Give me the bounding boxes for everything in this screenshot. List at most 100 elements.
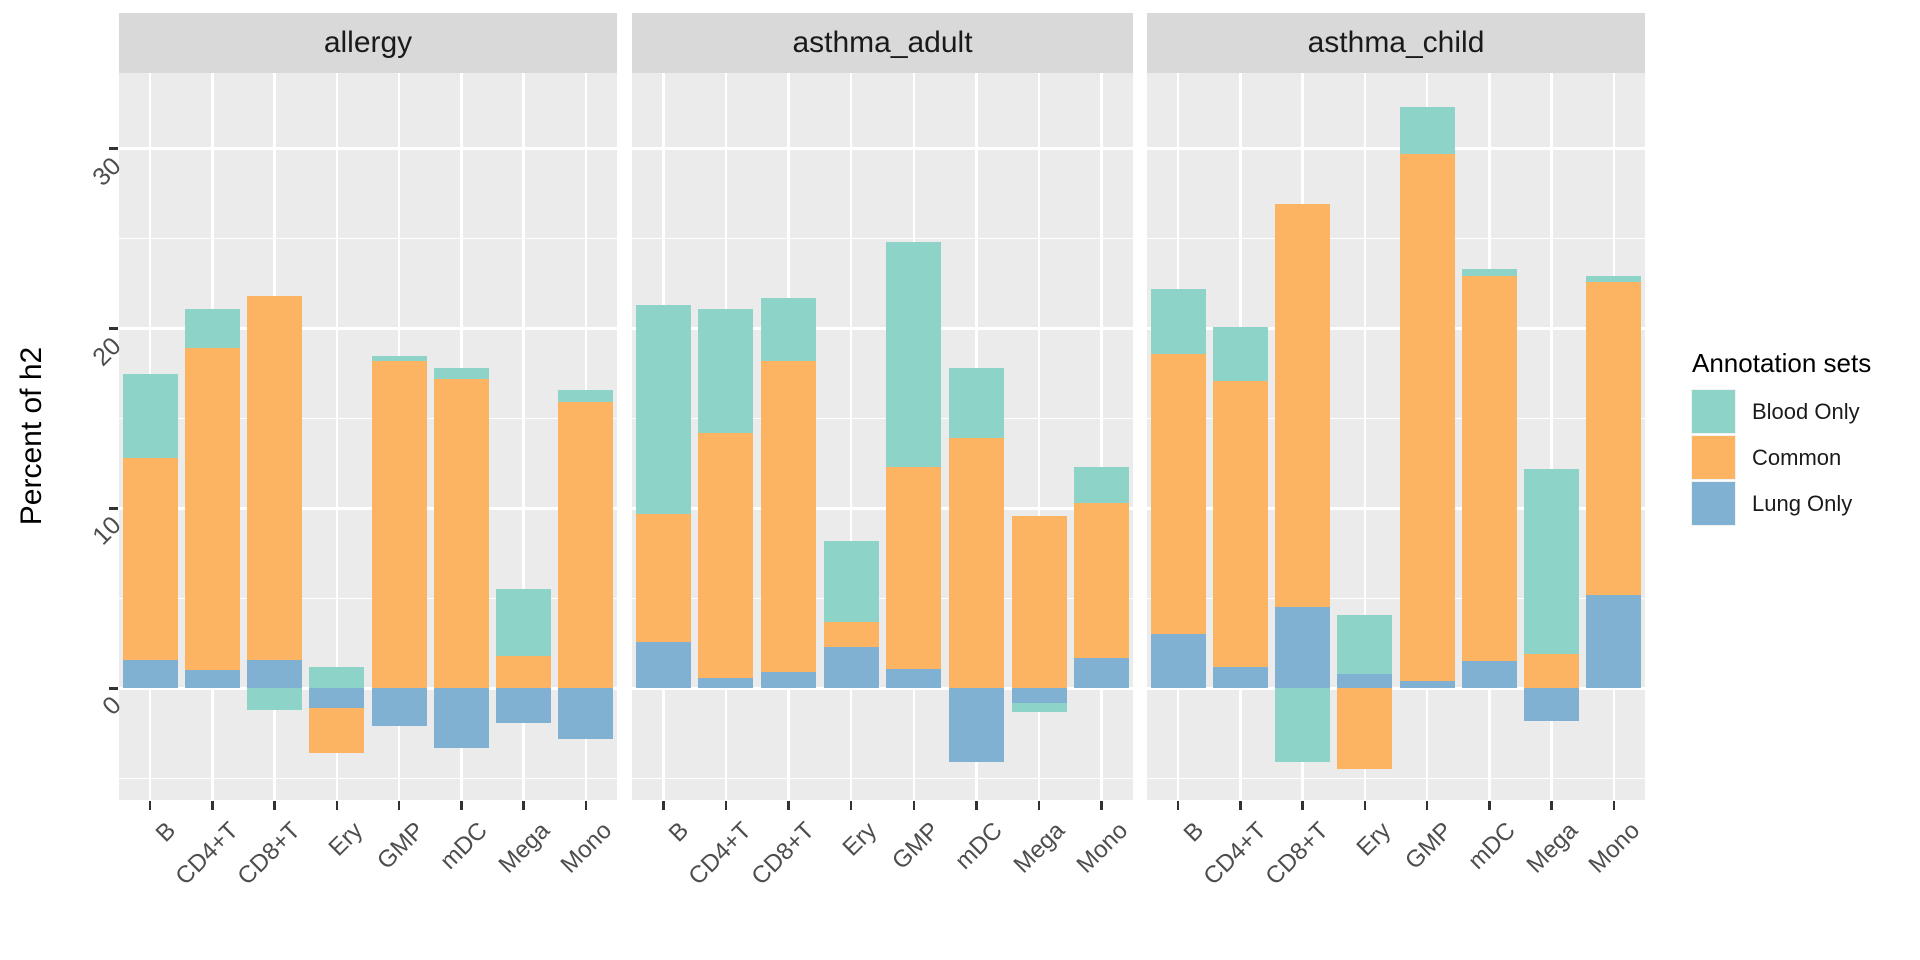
bar-allergy-Mega-lung-only <box>496 688 552 723</box>
bar-asthma_child-CD4+T-common <box>1212 380 1268 667</box>
gridline-minor <box>1147 417 1645 420</box>
gridline-vertical <box>849 73 853 800</box>
x-tick-label-Ery: Ery <box>323 817 368 862</box>
x-tick-label-Mega: Mega <box>1521 817 1583 879</box>
x-tick-label-CD4+T: CD4+T <box>1198 817 1272 891</box>
gridline-minor <box>1147 597 1645 600</box>
bar-allergy-Ery-blood-only <box>309 666 365 689</box>
bar-asthma_child-mDC-blood-only <box>1461 269 1517 277</box>
x-axis-tick <box>273 801 276 810</box>
x-tick-label-GMP: GMP <box>1400 817 1459 875</box>
bar-asthma_adult-CD4+T-blood-only <box>698 308 754 433</box>
legend-title: Annotation sets <box>1692 348 1872 378</box>
y-axis-tick <box>109 687 118 690</box>
bar-asthma_adult-Mega-blood-only <box>1011 702 1067 712</box>
legend-label-blood-only: Blood Only <box>1752 399 1860 424</box>
x-axis-tick <box>1612 801 1616 810</box>
facet-panel-allergy <box>119 73 617 800</box>
bar-allergy-CD8+T-lung-only <box>247 659 303 689</box>
gridline-vertical <box>1363 73 1367 800</box>
x-tick-label-CD8+T: CD8+T <box>232 817 306 891</box>
gridline-minor <box>632 597 1133 600</box>
gridline-vertical <box>1550 73 1553 800</box>
bar-asthma_child-GMP-blood-only <box>1399 107 1455 154</box>
bar-asthma_child-B-lung-only <box>1150 634 1206 689</box>
x-axis-tick <box>662 801 665 810</box>
x-axis-tick <box>211 801 214 810</box>
bar-asthma_child-Mega-blood-only <box>1524 468 1580 655</box>
gridline-minor <box>119 597 617 600</box>
x-axis-tick <box>849 801 853 810</box>
legend-swatch-blood-only <box>1691 389 1736 434</box>
gridline-major <box>632 147 1133 150</box>
x-tick-label-GMP: GMP <box>887 817 945 875</box>
gridline-minor <box>632 777 1133 780</box>
gridline-vertical <box>335 73 339 800</box>
x-axis-tick <box>522 801 525 810</box>
x-tick-label-CD8+T: CD8+T <box>746 817 820 891</box>
bar-asthma_adult-Mono-lung-only <box>1074 657 1130 689</box>
legend-label-lung-only: Lung Only <box>1752 491 1853 516</box>
bar-allergy-mDC-common <box>433 378 489 689</box>
x-axis-tick <box>1488 801 1491 810</box>
x-axis-tick <box>1037 801 1041 810</box>
gridline-minor <box>632 237 1133 240</box>
x-tick-label-Ery: Ery <box>1351 817 1396 862</box>
x-axis-tick <box>1363 801 1367 810</box>
bar-asthma_adult-CD4+T-lung-only <box>698 677 754 689</box>
x-tick-label-B: B <box>1178 817 1210 848</box>
bar-allergy-GMP-common <box>371 360 427 689</box>
gridline-minor <box>119 417 617 420</box>
gridline-vertical <box>1100 73 1103 800</box>
bar-asthma_adult-CD8+T-lung-only <box>761 672 817 689</box>
bar-allergy-Ery-lung-only <box>309 688 365 709</box>
gridline-minor <box>1147 777 1645 780</box>
facet-strip-asthma_child: asthma_child <box>1147 13 1645 73</box>
y-axis-tick <box>109 327 118 330</box>
x-axis-tick <box>397 801 401 810</box>
bar-asthma_adult-GMP-common <box>886 467 942 669</box>
gridline-major <box>632 687 1133 690</box>
x-tick-label-mDC: mDC <box>1462 817 1521 875</box>
x-tick-label-Mega: Mega <box>493 817 555 879</box>
facet-strip-label: asthma_child <box>1307 26 1485 59</box>
bar-allergy-B-lung-only <box>122 659 178 689</box>
x-tick-label-mDC: mDC <box>434 817 493 875</box>
bar-asthma_child-Mega-lung-only <box>1524 688 1580 721</box>
x-axis-tick <box>1425 801 1429 810</box>
bar-allergy-CD8+T-common <box>247 296 303 660</box>
bar-asthma_child-mDC-lung-only <box>1461 661 1517 689</box>
gridline-major <box>119 327 617 330</box>
bar-allergy-Ery-common <box>309 708 365 754</box>
x-axis-tick <box>335 801 339 810</box>
bar-asthma_adult-CD4+T-common <box>698 432 754 678</box>
x-tick-label-CD8+T: CD8+T <box>1260 817 1334 891</box>
bar-asthma_child-CD8+T-blood-only <box>1275 688 1331 763</box>
gridline-major <box>1147 327 1645 330</box>
bar-asthma_child-Ery-lung-only <box>1337 674 1393 689</box>
bar-allergy-CD4+T-blood-only <box>184 308 240 349</box>
x-tick-label-Ery: Ery <box>837 817 883 862</box>
x-axis-tick <box>460 801 463 810</box>
x-tick-label-mDC: mDC <box>949 817 1008 875</box>
x-axis-tick <box>1239 801 1242 810</box>
bar-asthma_adult-Mega-lung-only <box>1011 688 1067 703</box>
gridline-major <box>119 147 617 150</box>
x-tick-label-Mono: Mono <box>555 817 617 879</box>
bar-asthma_adult-GMP-lung-only <box>886 668 942 689</box>
x-axis-tick <box>912 801 915 810</box>
bar-asthma_child-mDC-common <box>1461 276 1517 662</box>
bar-asthma_adult-Ery-blood-only <box>823 540 879 622</box>
gridline-minor <box>119 237 617 240</box>
x-axis-tick <box>787 801 790 810</box>
bar-allergy-CD4+T-lung-only <box>184 670 240 689</box>
bar-asthma_adult-B-common <box>635 513 691 642</box>
bar-asthma_child-Mega-common <box>1524 654 1580 689</box>
bar-asthma_child-B-blood-only <box>1150 288 1206 354</box>
x-axis-tick <box>1550 801 1553 810</box>
bar-asthma_adult-CD8+T-blood-only <box>761 297 817 361</box>
bar-asthma_adult-mDC-blood-only <box>948 368 1004 439</box>
gridline-major <box>119 507 617 510</box>
x-axis-tick <box>148 801 152 810</box>
